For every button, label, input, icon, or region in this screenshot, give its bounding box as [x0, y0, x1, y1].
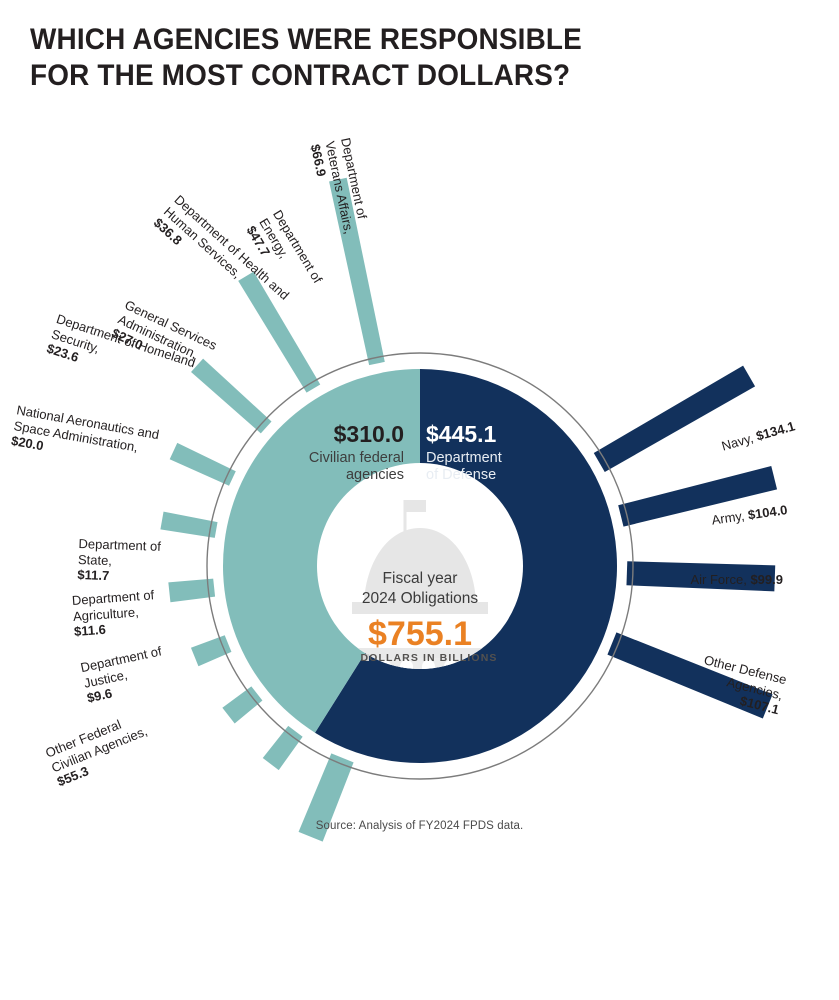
spoke-bar-navy[interactable] [593, 365, 756, 473]
spoke-bar-other-defense[interactable] [607, 632, 773, 719]
spoke-bar-energy[interactable] [238, 271, 321, 393]
page-title: WHICH AGENCIES WERE RESPONSIBLE FOR THE … [30, 22, 670, 94]
source-note: Source: Analysis of FY2024 FPDS data. [315, 820, 524, 832]
defense-value: $445.1 [426, 421, 497, 447]
civilian-slice-label: $310.0 Civilian federal agencies [309, 421, 404, 483]
spoke-bar-health-human-services[interactable] [191, 358, 272, 434]
civilian-value: $310.0 [334, 421, 404, 447]
defense-desc-2: of Defense [426, 467, 496, 483]
outer-ring-outline [206, 352, 634, 780]
spoke-bar-homeland-security[interactable] [160, 511, 218, 538]
spoke-bar-other-federal-civilian[interactable] [298, 753, 354, 842]
center-readout: Fiscal year 2024 Obligations $755.1 DOLL… [361, 570, 498, 664]
spoke-label-amount: $11.6 [73, 621, 107, 639]
spoke-label-amount: $11.7 [77, 566, 110, 584]
civilian-desc-2: agencies [346, 467, 404, 483]
spoke-label-amount: $99.9 [750, 572, 783, 587]
center-line-1: Fiscal year [383, 570, 458, 587]
center-total-value: $755.1 [368, 615, 472, 653]
spoke-bar-army[interactable] [618, 466, 778, 527]
spoke-label-line-1: Air Force, $99.9 [690, 572, 783, 587]
center-line-2: 2024 Obligations [362, 590, 479, 607]
defense-spokes-group [593, 365, 778, 719]
civilian-desc-1: Civilian federal [309, 450, 404, 466]
spoke-bar-nasa[interactable] [168, 578, 216, 603]
spoke-bar-justice[interactable] [262, 725, 303, 771]
spoke-bar-veterans-affairs[interactable] [329, 177, 385, 366]
spoke-label-agriculture: Department of Agriculture, $11.6 [71, 587, 156, 639]
spoke-bar-agriculture[interactable] [222, 686, 263, 724]
spoke-label-state: Department of State, $11.7 [77, 536, 161, 585]
spoke-bar-general-services-administration[interactable] [169, 442, 236, 486]
spoke-label-line-3: $11.7 [77, 567, 160, 585]
title-line-2: FOR THE MOST CONTRACT DOLLARS? [30, 59, 571, 92]
spoke-bar-state[interactable] [190, 635, 232, 667]
spoke-bar-air-force[interactable] [626, 561, 776, 592]
defense-desc-1: Department [426, 450, 502, 466]
defense-slice-label: $445.1 Department of Defense [426, 421, 502, 483]
title-line-1: WHICH AGENCIES WERE RESPONSIBLE [30, 23, 582, 56]
spoke-label-air-force: Air Force, $99.9 [690, 572, 783, 588]
units-marker-icon [362, 654, 369, 661]
center-units-label: DOLLARS IN BILLIONS [361, 652, 498, 664]
